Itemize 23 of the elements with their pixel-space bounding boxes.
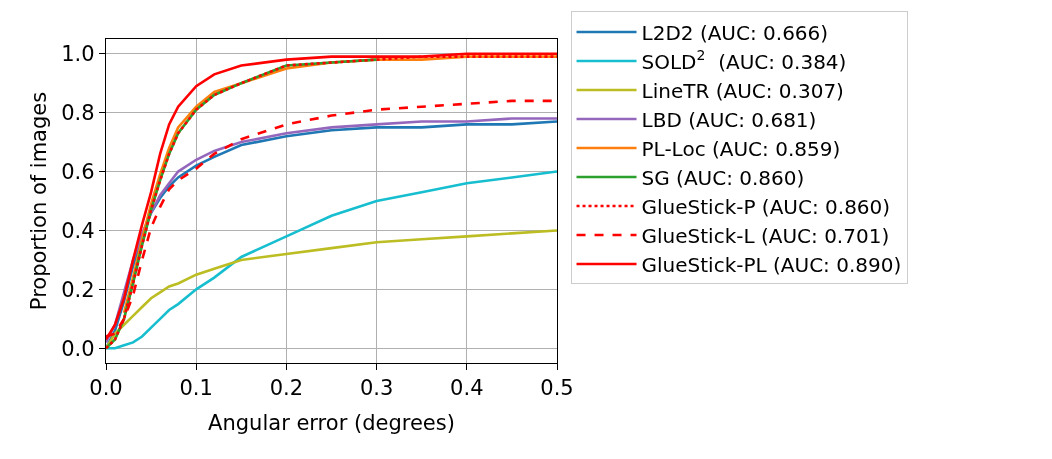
y-tick-label: 0.0 (61, 336, 95, 361)
x-tick-label: 0.1 (179, 376, 213, 401)
legend-label: LBD (AUC: 0.681) (641, 107, 817, 132)
y-tick-label: 1.0 (61, 42, 95, 67)
legend-label: LineTR (AUC: 0.307) (641, 78, 844, 103)
x-tick-label: 0.4 (450, 376, 484, 401)
legend-label: SOLD$^{2}$ (AUC: 0.384) (641, 47, 847, 74)
x-axis-title: Angular error (degrees) (208, 410, 455, 435)
x-tick-label: 0.2 (269, 376, 304, 401)
x-tick-label: 0.0 (89, 376, 123, 401)
legend-label: L2D2 (AUC: 0.666) (641, 20, 829, 45)
y-tick-label: 0.2 (61, 277, 95, 302)
x-tick-label: 0.3 (359, 376, 394, 401)
legend-label: PL-Loc (AUC: 0.859) (641, 136, 841, 161)
y-tick-label: 0.8 (61, 100, 95, 125)
y-tick-label: 0.6 (61, 159, 95, 184)
y-tick-label: 0.4 (61, 218, 95, 243)
y-axis-title: Proportion of images (27, 91, 52, 311)
legend-label: GlueStick-P (AUC: 0.860) (641, 194, 891, 219)
legend-label: GlueStick-L (AUC: 0.701) (641, 223, 890, 248)
x-tick-label: 0.5 (540, 376, 574, 401)
legend-label: GlueStick-PL (AUC: 0.890) (641, 252, 902, 277)
legend-label: SG (AUC: 0.860) (641, 165, 805, 190)
